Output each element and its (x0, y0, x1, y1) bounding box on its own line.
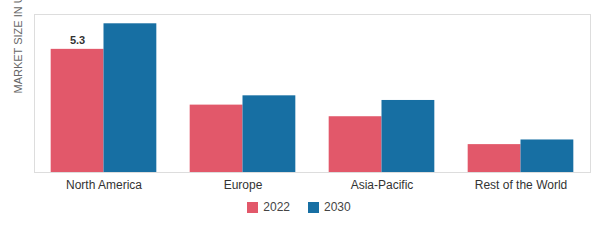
html-text:2022: 2022 (263, 200, 290, 214)
svg-text:Europe: Europe (224, 178, 263, 192)
svg-text:North America: North America (66, 178, 142, 192)
svg-text:Rest of the World: Rest of the World (475, 178, 567, 192)
svg-text:Asia-Pacific: Asia-Pacific (351, 178, 414, 192)
svg-text:5.3: 5.3 (70, 34, 85, 46)
html-text:2030: 2030 (324, 200, 351, 214)
svg-text:MARKET SIZE IN USD BN: MARKET SIZE IN USD BN (12, 0, 24, 94)
